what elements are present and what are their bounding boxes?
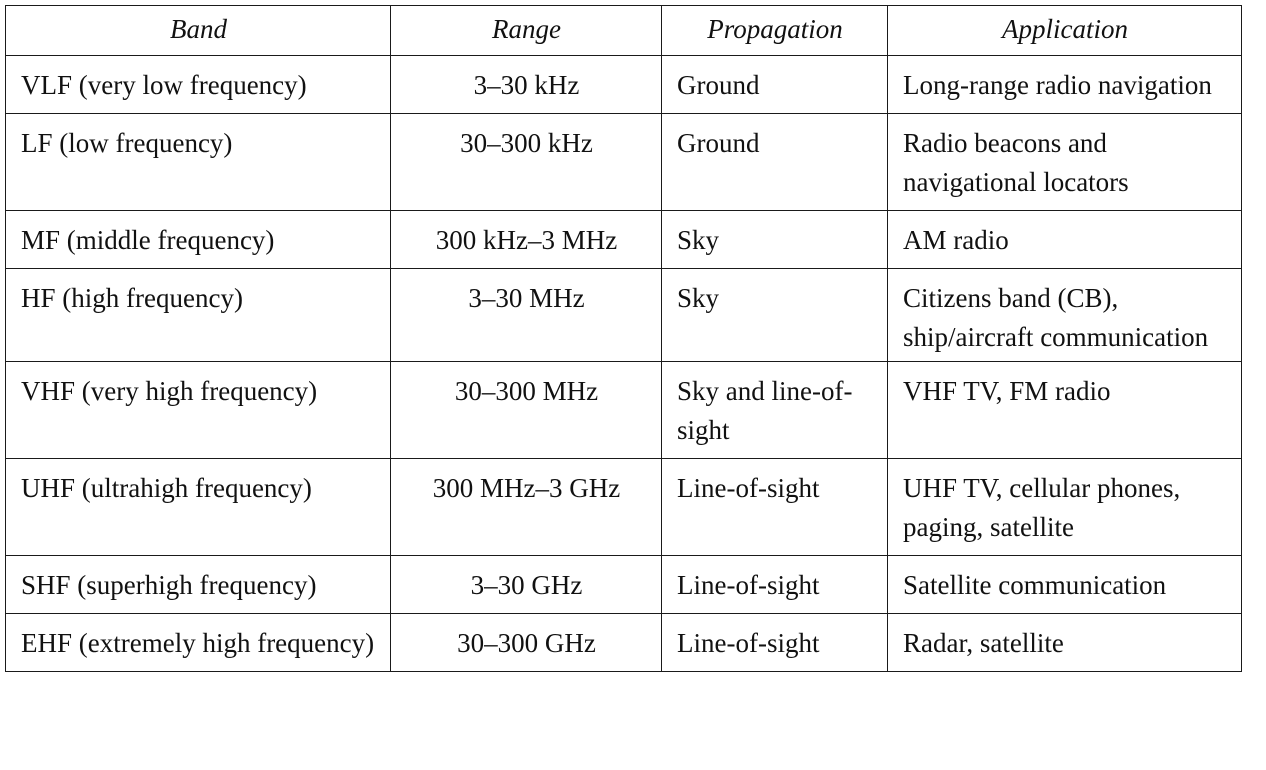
table-row: VLF (very low frequency) 3–30 kHz Ground… bbox=[5, 55, 1242, 114]
cell-band: EHF (extremely high frequency) bbox=[5, 613, 391, 672]
header-band: Band bbox=[5, 5, 391, 56]
header-range: Range bbox=[390, 5, 662, 56]
cell-range: 300 kHz–3 MHz bbox=[390, 210, 662, 269]
cell-range: 300 MHz–3 GHz bbox=[390, 458, 662, 556]
cell-propagation: Line-of-sight bbox=[661, 613, 888, 672]
cell-range: 3–30 kHz bbox=[390, 55, 662, 114]
cell-propagation: Sky and line-of-sight bbox=[661, 361, 888, 459]
cell-range: 30–300 GHz bbox=[390, 613, 662, 672]
table-row: HF (high frequency) 3–30 MHz Sky Citizen… bbox=[5, 268, 1242, 362]
cell-application: UHF TV, cellular phones, paging, satelli… bbox=[887, 458, 1242, 556]
frequency-band-table: Band Range Propagation Application VLF (… bbox=[5, 5, 1242, 672]
cell-application: Satellite communication bbox=[887, 555, 1242, 614]
cell-application: Radio beacons and navigational locators bbox=[887, 113, 1242, 211]
table-row: SHF (superhigh frequency) 3–30 GHz Line-… bbox=[5, 555, 1242, 614]
cell-application: VHF TV, FM radio bbox=[887, 361, 1242, 459]
table-row: MF (middle frequency) 300 kHz–3 MHz Sky … bbox=[5, 210, 1242, 269]
cell-application: Citizens band (CB), ship/aircraft commun… bbox=[887, 268, 1242, 362]
table-row: LF (low frequency) 30–300 kHz Ground Rad… bbox=[5, 113, 1242, 211]
cell-range: 30–300 MHz bbox=[390, 361, 662, 459]
cell-propagation: Ground bbox=[661, 113, 888, 211]
cell-band: HF (high frequency) bbox=[5, 268, 391, 362]
header-row: Band Range Propagation Application bbox=[5, 5, 1242, 56]
cell-band: VLF (very low frequency) bbox=[5, 55, 391, 114]
header-propagation: Propagation bbox=[661, 5, 888, 56]
cell-propagation: Line-of-sight bbox=[661, 555, 888, 614]
cell-band: MF (middle frequency) bbox=[5, 210, 391, 269]
cell-propagation: Sky bbox=[661, 210, 888, 269]
cell-propagation: Ground bbox=[661, 55, 888, 114]
cell-band: SHF (superhigh frequency) bbox=[5, 555, 391, 614]
cell-range: 30–300 kHz bbox=[390, 113, 662, 211]
cell-application: Long-range radio navigation bbox=[887, 55, 1242, 114]
table-row: VHF (very high frequency) 30–300 MHz Sky… bbox=[5, 361, 1242, 459]
cell-propagation: Sky bbox=[661, 268, 888, 362]
table-row: EHF (extremely high frequency) 30–300 GH… bbox=[5, 613, 1242, 672]
header-application: Application bbox=[887, 5, 1242, 56]
cell-range: 3–30 GHz bbox=[390, 555, 662, 614]
cell-band: LF (low frequency) bbox=[5, 113, 391, 211]
cell-application: AM radio bbox=[887, 210, 1242, 269]
cell-range: 3–30 MHz bbox=[390, 268, 662, 362]
cell-band: UHF (ultrahigh frequency) bbox=[5, 458, 391, 556]
cell-propagation: Line-of-sight bbox=[661, 458, 888, 556]
cell-application: Radar, satellite bbox=[887, 613, 1242, 672]
table-row: UHF (ultrahigh frequency) 300 MHz–3 GHz … bbox=[5, 458, 1242, 556]
cell-band: VHF (very high frequency) bbox=[5, 361, 391, 459]
